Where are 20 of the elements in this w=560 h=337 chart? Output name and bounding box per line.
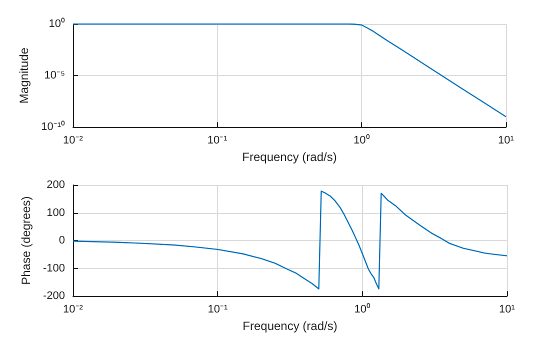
x-axis-title: Frequency (rad/s): [242, 150, 337, 164]
y-tick-label: -100: [42, 262, 65, 274]
y-tick-label: 10⁰: [48, 17, 65, 30]
y-tick-label: 10⁻⁵: [44, 70, 65, 82]
y-tick-label: -200: [42, 290, 65, 302]
y-tick-label: 100: [46, 206, 65, 219]
y-axis-title: Magnitude: [17, 47, 32, 104]
y-axis-title: Phase (degrees): [19, 196, 34, 285]
x-axis-title: Frequency (rad/s): [242, 319, 338, 333]
x-tick-label: 10¹: [498, 134, 514, 147]
x-tick-label: 10⁻²: [63, 304, 84, 316]
x-tick-label: 10⁻¹: [207, 134, 228, 147]
x-tick-label: 10⁰: [354, 302, 370, 316]
y-tick-label: 0: [58, 234, 65, 247]
x-tick-label: 10¹: [499, 304, 516, 316]
y-tick-label: 10⁻¹⁰: [41, 120, 65, 134]
y-tick-label: 200: [46, 179, 65, 191]
x-tick-label: 10⁰: [354, 134, 370, 147]
x-tick-label: 10⁻²: [63, 134, 84, 147]
x-tick-label: 10⁻¹: [208, 304, 228, 316]
